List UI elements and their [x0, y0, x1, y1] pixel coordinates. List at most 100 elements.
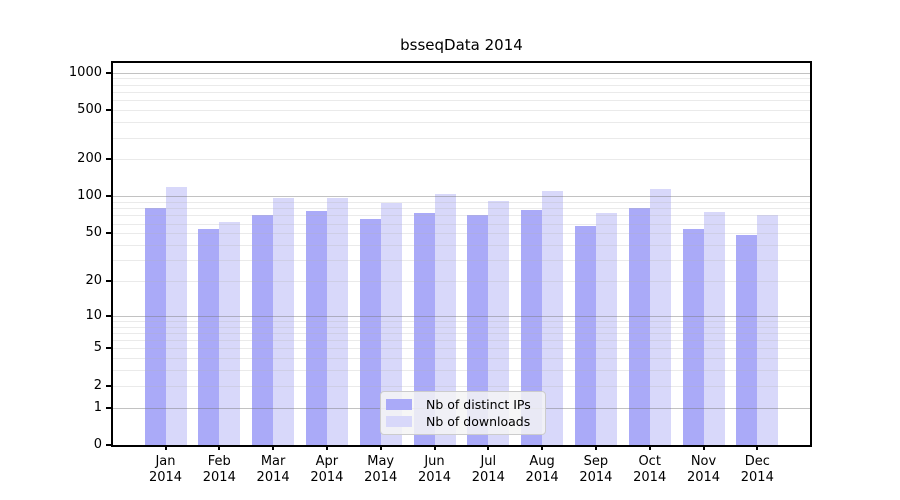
y-tick-label-50: 50: [85, 225, 102, 241]
x-tick-mark-sep: [594, 445, 597, 450]
y-tick-mark-5: [106, 347, 112, 350]
y-tick-mark-2: [106, 384, 112, 387]
x-tick-mark-mar: [272, 445, 275, 450]
x-tick-label-mar: Mar 2014: [256, 454, 290, 485]
bar-downloads-feb: [219, 221, 241, 445]
x-tick-mark-aug: [541, 445, 544, 450]
y-tick-label-200: 200: [77, 151, 102, 167]
y-tick-mark-50: [106, 232, 112, 235]
bar-downloads-jun: [434, 193, 456, 445]
gridline-minor-3: [113, 370, 810, 372]
x-tick-mark-dec: [756, 445, 759, 450]
x-tick-mark-feb: [218, 445, 221, 450]
legend-swatch-downloads-icon: [386, 416, 412, 427]
legend-item-downloads: Nb of downloads: [386, 414, 537, 429]
y-tick-mark-100: [106, 195, 112, 198]
gridline-minor-5: [113, 348, 810, 350]
x-tick-label-nov: Nov 2014: [686, 454, 721, 485]
gridline-minor-2: [113, 385, 810, 387]
y-tick-mark-0: [106, 444, 112, 446]
bar-downloads-aug: [542, 190, 564, 445]
bar-downloads-sep: [595, 213, 617, 445]
y-tick-label-500: 500: [77, 102, 102, 118]
y-tick-label-1000: 1000: [68, 64, 102, 80]
gridline-minor-200: [113, 159, 810, 161]
gridline-minor-900: [113, 78, 810, 80]
y-tick-label-5: 5: [93, 340, 102, 356]
gridline-minor-60: [113, 223, 810, 225]
y-tick-mark-200: [106, 158, 112, 161]
bar-distinct-ips-sep: [574, 226, 596, 445]
bar-downloads-jan: [165, 187, 187, 445]
bar-distinct-ips-feb: [198, 229, 220, 445]
gridline-minor-400: [113, 122, 810, 124]
gridline-minor-9: [113, 320, 810, 322]
x-tick-label-may: May 2014: [364, 454, 398, 485]
gridline-major-100: [113, 196, 810, 198]
gridline-minor-600: [113, 100, 810, 102]
gridline-minor-300: [113, 137, 810, 139]
gridline-major-1000: [113, 72, 810, 74]
y-tick-label-100: 100: [77, 188, 102, 204]
y-tick-mark-500: [106, 109, 112, 112]
x-tick-mark-may: [379, 445, 382, 450]
legend-item-distinct-ips: Nb of distinct IPs: [386, 397, 537, 412]
y-tick-label-20: 20: [85, 272, 102, 288]
bar-distinct-ips-oct: [628, 207, 650, 445]
y-tick-label-0: 0: [93, 437, 102, 452]
bar-distinct-ips-jan: [144, 208, 166, 445]
legend-label-distinct-ips: Nb of distinct IPs: [426, 397, 531, 412]
x-tick-label-aug: Aug 2014: [525, 454, 559, 485]
y-tick-mark-1: [106, 406, 112, 409]
x-tick-label-oct: Oct 2014: [633, 454, 667, 485]
x-tick-mark-nov: [702, 445, 705, 450]
bar-distinct-ips-apr: [305, 210, 327, 445]
y-tick-label-1: 1: [93, 399, 102, 415]
bar-distinct-ips-may: [359, 219, 381, 445]
gridline-minor-8: [113, 326, 810, 328]
x-tick-mark-jan: [164, 445, 167, 450]
y-tick-mark-1000: [106, 71, 112, 74]
x-tick-label-jun: Jun 2014: [417, 454, 452, 485]
legend: Nb of distinct IPs Nb of downloads: [380, 391, 546, 435]
legend-label-downloads: Nb of downloads: [426, 414, 531, 429]
bar-distinct-ips-dec: [736, 235, 758, 445]
y-tick-mark-20: [106, 279, 112, 282]
x-tick-label-apr: Apr 2014: [310, 454, 344, 485]
x-tick-label-dec: Dec 2014: [740, 454, 774, 485]
x-tick-mark-jul: [487, 445, 490, 450]
bar-downloads-jul: [488, 201, 510, 445]
x-tick-label-feb: Feb 2014: [202, 454, 236, 485]
bar-downloads-oct: [649, 188, 671, 445]
legend-swatch-distinct-ips-icon: [386, 399, 412, 410]
x-tick-label-jul: Jul 2014: [471, 454, 505, 485]
gridline-minor-4: [113, 358, 810, 360]
bar-downloads-nov: [703, 211, 725, 445]
gridline-minor-7: [113, 332, 810, 334]
bar-downloads-dec: [757, 215, 779, 445]
bar-distinct-ips-jun: [413, 213, 435, 445]
bar-distinct-ips-aug: [521, 209, 543, 445]
bar-distinct-ips-nov: [682, 229, 704, 445]
bar-downloads-mar: [273, 197, 295, 445]
gridline-minor-20: [113, 280, 810, 282]
y-tick-label-10: 10: [85, 307, 102, 323]
x-tick-mark-apr: [325, 445, 328, 450]
y-tick-label-2: 2: [93, 377, 102, 393]
bar-downloads-apr: [326, 197, 348, 445]
gridline-minor-70: [113, 215, 810, 217]
gridline-minor-30: [113, 260, 810, 261]
gridline-minor-700: [113, 92, 810, 93]
bar-downloads-may: [380, 202, 402, 445]
gridline-minor-800: [113, 84, 810, 86]
bar-distinct-ips-jul: [467, 215, 489, 445]
x-tick-label-jan: Jan 2014: [148, 454, 183, 485]
plot-area: Nb of distinct IPs Nb of downloads: [111, 61, 812, 447]
x-tick-mark-oct: [648, 445, 651, 450]
grid-layer: [113, 63, 810, 445]
bars-layer: [113, 63, 810, 445]
x-tick-mark-jun: [433, 445, 436, 450]
chart-title: bsseqData 2014: [400, 36, 523, 54]
gridline-minor-90: [113, 201, 810, 203]
